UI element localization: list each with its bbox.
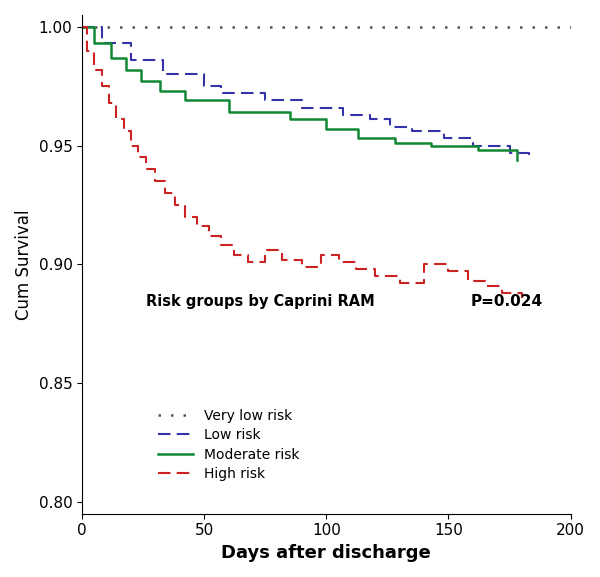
Text: P=0.024: P=0.024 xyxy=(471,294,543,309)
Text: Risk groups by Caprini RAM: Risk groups by Caprini RAM xyxy=(146,294,374,309)
Y-axis label: Cum Survival: Cum Survival xyxy=(15,209,33,320)
X-axis label: Days after discharge: Days after discharge xyxy=(221,544,431,562)
Legend: Very low risk, Low risk, Moderate risk, High risk: Very low risk, Low risk, Moderate risk, … xyxy=(152,403,305,487)
